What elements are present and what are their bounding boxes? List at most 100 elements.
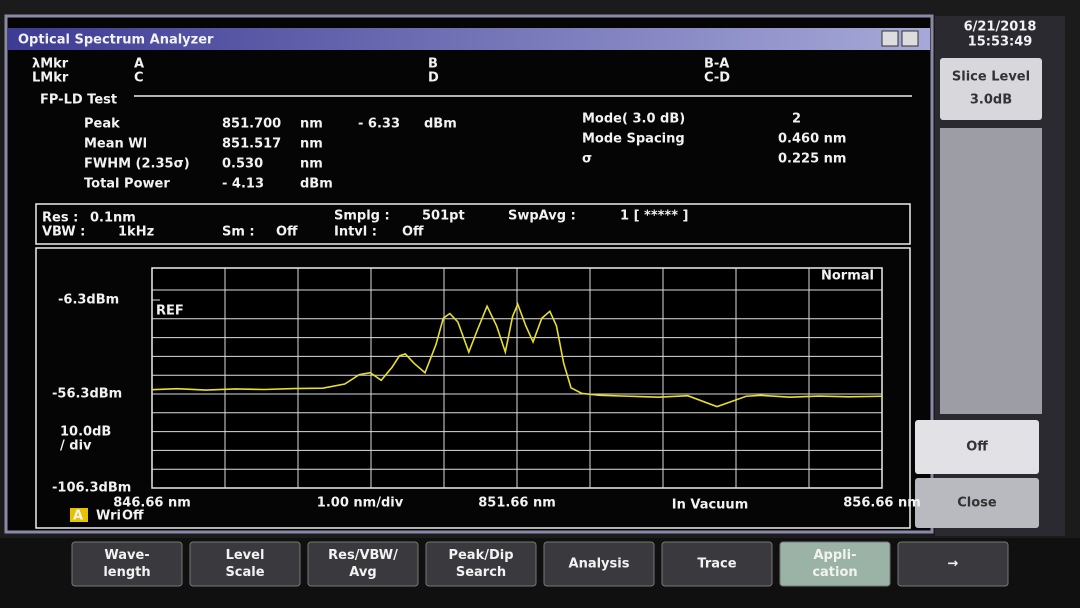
x-tick-label: 856.66 nm (843, 496, 921, 511)
off-button[interactable] (915, 420, 1039, 474)
measurement: 0.460 nm (778, 132, 846, 147)
softkey-label: cation (812, 565, 857, 580)
title-bar (8, 28, 930, 50)
setting-value: 1kHz (118, 225, 154, 240)
measurement: nm (300, 137, 323, 152)
y-tick-label: -56.3dBm (52, 387, 122, 402)
measurement: 0.530 (222, 157, 263, 172)
slice-level-value: 3.0dB (970, 93, 1012, 108)
marker-label: B (428, 57, 438, 72)
slice-level-title: Slice Level (952, 70, 1030, 85)
x-tick-label: 846.66 nm (113, 496, 191, 511)
marker-label: λMkr (32, 57, 69, 72)
status-badge (70, 508, 88, 522)
measurement: - 4.13 (222, 177, 264, 192)
close-label: Close (957, 496, 997, 511)
y-tick-label: -106.3dBm (52, 481, 131, 496)
measurement: Mean Wl (84, 137, 147, 152)
measurement: dBm (424, 117, 457, 132)
softkey-label: Scale (225, 565, 264, 580)
marker-label: C-D (704, 71, 730, 86)
status-text: Off (122, 509, 144, 524)
measurement: dBm (300, 177, 333, 192)
measurement: nm (300, 117, 323, 132)
y-div-label: / div (60, 439, 92, 454)
setting-value: 1 [ ***** ] (620, 209, 689, 224)
test-label: FP-LD Test (40, 93, 117, 108)
softkey-label: Avg (349, 565, 376, 580)
measurement: 0.225 nm (778, 152, 846, 167)
softkey-face (543, 541, 655, 587)
softkey[interactable]: Res/VBW/Avg (307, 541, 419, 587)
softkey-label: Appli- (814, 548, 857, 563)
marker-label: B-A (704, 57, 729, 72)
minimize-button[interactable] (881, 30, 899, 47)
softkey[interactable]: Peak/Dip Search (425, 541, 537, 587)
spectrum-trace (151, 301, 883, 408)
softkey[interactable]: Analysis (543, 541, 655, 587)
y-div-label: 10.0dB (60, 425, 111, 440)
x-div-label: 1.00 nm/div (317, 496, 404, 511)
setting-label: VBW : (42, 225, 85, 240)
marker-label: LMkr (32, 71, 69, 86)
medium-label: In Vacuum (672, 498, 749, 513)
measurement: σ (582, 152, 592, 167)
setting-label: Smplg : (334, 209, 390, 224)
measurement: Mode( 3.0 dB) (582, 112, 685, 127)
measurement: Mode Spacing (582, 132, 685, 147)
softkey-label: Wave- (104, 548, 149, 563)
setting-value: 0.1nm (90, 211, 136, 226)
softkey-face (661, 541, 773, 587)
softkey-label: Analysis (569, 557, 630, 572)
status-text: Wri (96, 509, 121, 524)
setting-value: 501pt (422, 209, 465, 224)
off-label: Off (966, 440, 988, 455)
softkey-face (189, 541, 301, 587)
ref-label: REF (156, 304, 184, 319)
softkey-face (779, 541, 891, 587)
setting-label: Intvl : (334, 225, 377, 240)
x-tick-label: 851.66 nm (478, 496, 556, 511)
measurement: - 6.33 (358, 117, 400, 132)
marker-label: D (428, 71, 439, 86)
softkey-label: → (948, 557, 959, 572)
softkey[interactable]: Trace (661, 541, 773, 587)
softkey-label: Peak/Dip (448, 548, 513, 563)
measurement: 851.700 (222, 117, 281, 132)
softkey-label: Trace (697, 557, 736, 572)
close-button[interactable] (915, 478, 1039, 528)
softkey[interactable]: Wave-length (71, 541, 183, 587)
softkey-face (71, 541, 183, 587)
y-tick-label: -6.3dBm (58, 293, 119, 308)
date: 6/21/2018 (964, 20, 1037, 35)
time: 15:53:49 (968, 35, 1033, 50)
softkey-face (897, 541, 1009, 587)
measurement: 2 (792, 112, 801, 127)
softkey-face (425, 541, 537, 587)
softkey-label: Search (456, 565, 506, 580)
setting-label: Sm : (222, 225, 255, 240)
softkey[interactable]: → (897, 541, 1009, 587)
test-label-bg (38, 92, 134, 108)
mode-label: Normal (821, 269, 874, 284)
settings-box (35, 203, 911, 245)
measurement: FWHM (2.35σ) (84, 157, 190, 172)
measurement: Total Power (84, 177, 170, 192)
marker-label: A (134, 57, 144, 72)
setting-value: Off (276, 225, 298, 240)
setting-label: SwpAvg : (508, 209, 576, 224)
status-text: A (73, 509, 83, 524)
empty-keys (940, 128, 1042, 414)
chart-box (35, 247, 911, 529)
measurement: nm (300, 157, 323, 172)
softkey-label: length (103, 565, 150, 580)
slice-level-button[interactable] (940, 58, 1042, 120)
softkey[interactable]: Appli-cation (779, 541, 891, 587)
softkey-label: Res/VBW/ (328, 548, 398, 563)
maximize-button[interactable] (901, 30, 919, 47)
window-title: Optical Spectrum Analyzer (18, 33, 214, 48)
softkey[interactable]: Level Scale (189, 541, 301, 587)
setting-label: Res : (42, 211, 78, 226)
